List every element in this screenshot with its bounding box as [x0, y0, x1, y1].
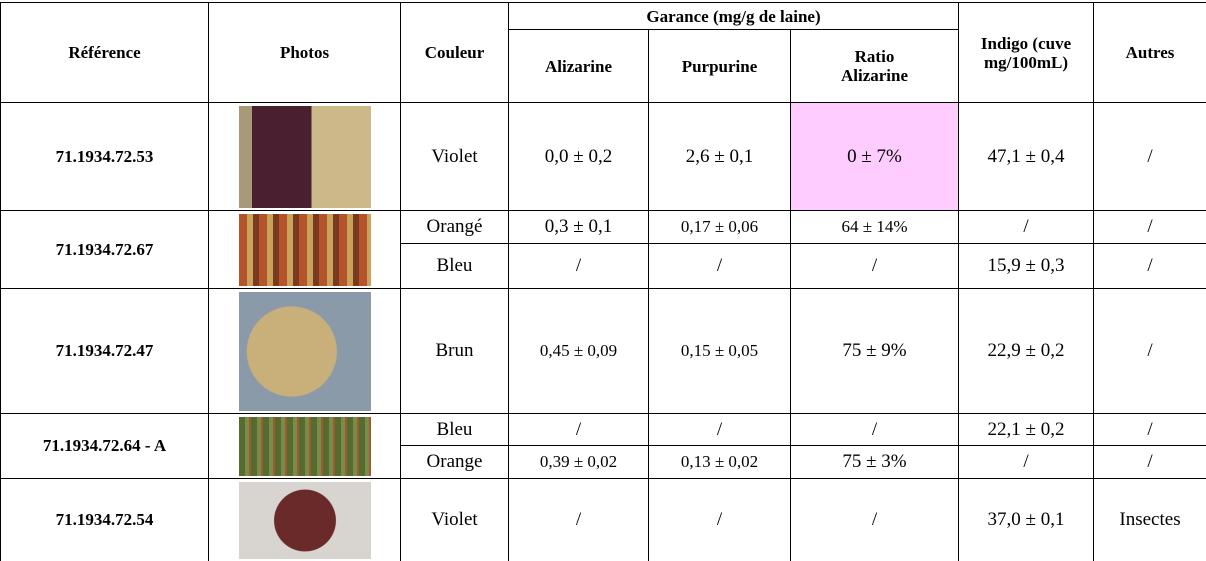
header-cell: Photos — [208, 2, 401, 103]
data-cell: 37,0 ± 0,1 — [958, 478, 1095, 561]
data-cell: 0,17 ± 0,06 — [648, 210, 791, 244]
photo-cell — [208, 288, 401, 414]
photo-cell — [208, 478, 401, 561]
data-cell: / — [1093, 445, 1206, 479]
data-cell: 0,13 ± 0,02 — [648, 445, 791, 479]
data-cell: / — [508, 478, 649, 561]
header-text: Indigo (cuve mg/100mL) — [980, 33, 1072, 72]
data-cell: 47,1 ± 0,4 — [958, 102, 1095, 211]
photo — [238, 416, 371, 476]
header-cell: Autres — [1093, 2, 1206, 103]
reference-cell: 71.1934.72.54 — [0, 478, 209, 561]
data-cell: 0,39 ± 0,02 — [508, 445, 649, 479]
data-cell: 15,9 ± 0,3 — [958, 243, 1095, 289]
reference: 71.1934.72.53 — [55, 146, 154, 166]
data-cell: / — [789, 243, 960, 289]
data-cell: / — [789, 478, 960, 561]
data-cell: Brun — [400, 288, 509, 414]
header-text: Ratio Alizarine — [840, 47, 909, 85]
data-cell: Insectes — [1093, 478, 1206, 561]
reference-cell: 71.1934.72.53 — [0, 102, 209, 211]
data-cell: / — [1093, 288, 1206, 414]
header-row: Alizarine Purpurine Ratio Alizarine — [1, 29, 1206, 103]
header-cell: Indigo (cuve mg/100mL) — [958, 2, 1095, 103]
header-cell: Garance (mg/g de laine) — [507, 2, 960, 30]
data-cell: / — [648, 413, 791, 446]
data-cell: 75 ± 3% — [789, 445, 960, 479]
reference: 71.1934.72.64 - A — [42, 436, 167, 455]
data-cell: 0 ± 7% — [789, 102, 960, 211]
header-cell: Couleur — [400, 2, 509, 103]
photo — [238, 105, 371, 208]
data-row: 71.1934.72.54 Violet / //37,0 ± 0,1 Insectes — [0, 478, 1206, 561]
reference-cell: 71.1934.72.47 — [0, 288, 209, 414]
data-cell: / — [958, 445, 1095, 479]
data-row: Orange 0,39 ± 0,02 0,13 ± 0,02 75 ± 3% / / — [1, 445, 1206, 479]
reference: 71.1934.72.47 — [55, 341, 154, 360]
data-row: Bleu / //15,9 ± 0,3/ — [1, 243, 1206, 289]
data-cell: / — [1093, 210, 1206, 244]
data-cell: Orange — [400, 445, 509, 479]
data-cell: / — [1093, 102, 1206, 211]
data-cell: / — [648, 478, 791, 561]
header-cell: Référence — [0, 2, 209, 103]
data-cell: Violet — [400, 102, 509, 211]
data-cell: 0,0 ± 0,2 — [508, 102, 649, 211]
data-cell: 75 ± 9% — [789, 288, 960, 414]
header-cell: Purpurine — [648, 29, 791, 103]
data-cell: 64 ± 14% — [789, 210, 960, 244]
data-row: 71.1934.72.53 Violet 0,0 ± 0,2 2,6 ± 0,1 0 ±… — [0, 102, 1206, 211]
data-cell: 2,6 ± 0,1 — [648, 102, 791, 211]
data-cell: / — [508, 243, 649, 289]
data-cell: Violet — [400, 478, 509, 561]
data-cell: Orangé — [400, 210, 509, 244]
data-cell: / — [648, 243, 791, 289]
photo — [238, 213, 371, 286]
data-cell: Bleu — [400, 243, 509, 289]
header-row: Référence Photos Couleur Garance (mg/g d… — [0, 2, 1206, 103]
data-cell: 22,9 ± 0,2 — [958, 288, 1095, 414]
table-body: 71.1934.72.53 Violet 0,0 ± 0,2 2,6 ± 0,1 0 ±… — [0, 102, 1206, 561]
data-cell: 0,15 ± 0,05 — [648, 288, 791, 414]
reference-cell: 71.1934.72.64 - A — [0, 413, 209, 479]
data-cell: 22,1 ± 0,2 — [958, 413, 1095, 446]
reference: 71.1934.72.67 — [55, 239, 154, 259]
header-cell: Ratio Alizarine — [789, 29, 960, 103]
data-cell: / — [1093, 243, 1206, 289]
photo — [238, 481, 371, 559]
data-row: 71.1934.72.67 Orangé 0,3 ± 0,1 0,17 ± 0,06 6… — [0, 210, 1206, 289]
reference-cell: 71.1934.72.67 — [0, 210, 209, 289]
photo-cell — [208, 210, 401, 289]
data-cell: / — [789, 413, 960, 446]
data-cell: 0,45 ± 0,09 — [508, 288, 649, 414]
data-cell: / — [508, 413, 649, 446]
data-cell: 0,3 ± 0,1 — [508, 210, 649, 244]
data-cell: / — [958, 210, 1095, 244]
data-row: 71.1934.72.47 Brun 0,45 ± 0,09 0,15 ± 0,05 7… — [0, 288, 1206, 414]
header-cell: Alizarine — [508, 29, 649, 103]
reference: 71.1934.72.54 — [55, 510, 154, 529]
photo-cell — [208, 413, 401, 479]
data-cell: Bleu — [400, 413, 509, 446]
photo-cell — [208, 102, 401, 211]
data-cell: / — [1093, 413, 1206, 446]
photo — [238, 291, 371, 411]
data-row: 71.1934.72.64 - A Bleu / //22,1 ± 0,2/ — [0, 413, 1206, 479]
table-header: Référence Photos Couleur Garance (mg/g d… — [0, 2, 1206, 103]
